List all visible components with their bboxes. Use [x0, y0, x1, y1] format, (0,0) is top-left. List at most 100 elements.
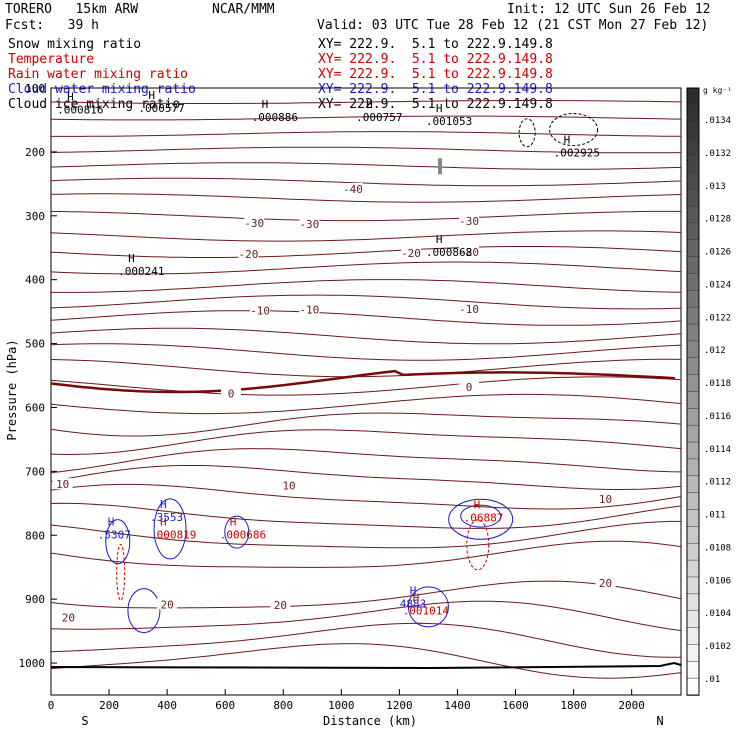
- colorbar-cell: [686, 458, 700, 477]
- colorbar-cell: [686, 290, 700, 308]
- temperature-contour-line: [50, 502, 682, 529]
- y-tick-label: 1000: [19, 657, 46, 670]
- colorbar-cell: [686, 543, 700, 561]
- temperature-contour-label: -20: [401, 247, 421, 260]
- temperature-contour-line: [50, 210, 681, 222]
- maximum-marker: H: [160, 515, 167, 528]
- colorbar-cell: [686, 408, 700, 426]
- snow-contour: [549, 113, 599, 147]
- colorbar-cell: [686, 559, 700, 578]
- colorbar-cell: [686, 391, 700, 410]
- contour-label-bg: [58, 611, 79, 623]
- axes: 0 200 400 600 800 1000 1200 1400 1600 1800 2000100…: [19, 82, 645, 712]
- temperature-contour-line: [50, 622, 682, 658]
- contour-label-bg: [595, 577, 616, 589]
- maximum-value-label: .000819: [150, 528, 196, 541]
- maximum-marker: H: [160, 498, 167, 511]
- maximum-value-label: .000816: [57, 103, 103, 116]
- temperature-contour-label: -20: [459, 246, 479, 259]
- temperature-contour-label: 20: [161, 598, 174, 611]
- colorbar-tick-label: .0134: [704, 116, 731, 126]
- colorbar-cell: [686, 627, 700, 646]
- x-tick-label: 800: [273, 699, 293, 712]
- colorbar-cell: [686, 424, 700, 443]
- temperature-contour-line: [50, 412, 682, 437]
- temperature-contour-label: 20: [62, 612, 75, 625]
- north-end-label: N: [656, 714, 663, 728]
- temperature-contour-label: 10: [282, 479, 295, 492]
- y-tick-label: 900: [25, 593, 45, 606]
- colorbar-cell: [686, 593, 700, 612]
- colorbar-unit: g kg⁻¹: [703, 86, 732, 95]
- temperature-contour-label: -10: [459, 303, 479, 316]
- colorbar-cell: [686, 357, 700, 376]
- y-tick-label: 400: [25, 274, 45, 287]
- colorbar-cell: [686, 374, 700, 393]
- temperature-contour-line: [50, 465, 682, 490]
- x-tick-label: 0: [48, 699, 55, 712]
- temperature-contour-line: [50, 193, 682, 203]
- colorbar-cell: [686, 306, 700, 325]
- maximum-marker: H: [436, 233, 443, 246]
- contour-labels: -40 -30 -30 -30 -20 -20 -20 -10 -10 -10 0 0 10 10 10 20…: [52, 89, 616, 625]
- maximum-marker: H: [410, 584, 417, 597]
- y-tick-label: 300: [25, 210, 45, 223]
- contour-label-bg: [459, 246, 480, 258]
- temperature-contour-line: [50, 100, 682, 104]
- x-tick-label: 1800: [560, 699, 587, 712]
- colorbar-cell: [686, 492, 700, 511]
- colorbar-cell: [686, 172, 700, 190]
- colorbar-cell: [686, 188, 700, 207]
- zero-isotherm-line: [50, 369, 676, 394]
- temperature-contour-line: [50, 448, 682, 474]
- colorbar-tick-label: .0108: [704, 543, 731, 553]
- contour-label-bg: [459, 381, 480, 393]
- colorbar-cell: [686, 677, 700, 696]
- cloud-water-contour: [105, 519, 131, 565]
- colorbar-cell: [686, 509, 700, 528]
- contour-label-bg: [250, 304, 271, 316]
- temperature-contour-line: [50, 429, 682, 456]
- colorbar-cell: [686, 644, 700, 663]
- x-tick-label: 2000: [618, 699, 645, 712]
- temperature-contour-label: -20: [238, 248, 258, 261]
- contour-label-bg: [279, 479, 300, 491]
- cloud-water-contour: [460, 504, 502, 528]
- maximum-marker: H: [67, 90, 74, 103]
- temperature-contour-line: [50, 246, 682, 258]
- colorbar-tick-label: .0128: [704, 215, 731, 225]
- temperature-contour-line: [50, 393, 682, 415]
- temperature-contour-line: [50, 520, 681, 549]
- maximum-value-label: .5307: [98, 528, 131, 541]
- temperature-contour-line: [50, 294, 682, 310]
- contour-label-bg: [52, 478, 73, 490]
- x-tick-label: 1200: [386, 699, 413, 712]
- temperature-contour-line: [50, 343, 682, 361]
- maximum-marker: H: [564, 133, 571, 146]
- y-tick-label: 100: [25, 82, 45, 95]
- temperature-contour-label: -30: [299, 218, 319, 231]
- maximum-marker: H: [436, 102, 443, 115]
- maximum-value-label: .001053: [426, 115, 472, 128]
- surface-line: [50, 661, 682, 670]
- legend-rain: Rain water mixing ratio: [8, 67, 189, 82]
- temperature-contour-line: [50, 177, 682, 187]
- maximum-marker: H: [413, 591, 420, 604]
- maximum-value-label: .000686: [220, 528, 266, 541]
- colorbar-tick-label: .0116: [704, 412, 731, 422]
- colorbar-cell: [686, 273, 700, 292]
- hydrometeor-contours: [105, 113, 599, 634]
- temperature-contour-line: [51, 279, 682, 293]
- legend-snow: Snow mixing ratio: [8, 37, 142, 52]
- y-tick-label: 700: [25, 465, 45, 478]
- temperature-contour-line: [50, 261, 682, 275]
- contour-label-bg: [157, 598, 178, 610]
- colorbar-tick-label: .0114: [704, 445, 731, 455]
- temperature-contour-line: [50, 310, 682, 326]
- maximum-marker: H: [474, 499, 481, 512]
- center-name: NCAR/MMM: [212, 2, 275, 17]
- contour-label-bg: [595, 492, 616, 504]
- contour-label-bg: [459, 303, 480, 315]
- x-tick-label: 1600: [502, 699, 529, 712]
- contour-label-bg: [238, 248, 259, 260]
